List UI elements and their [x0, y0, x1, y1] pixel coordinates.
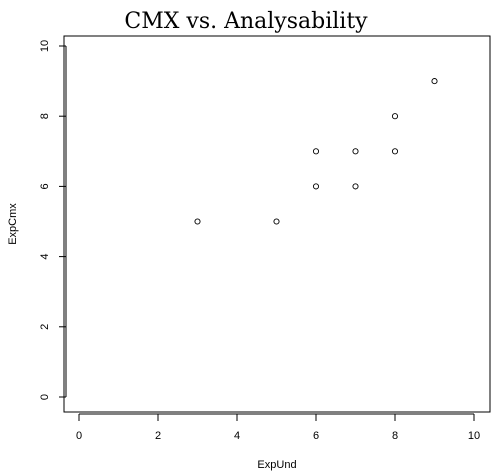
- y-tick-label: 6: [39, 183, 51, 189]
- x-tick-label: 4: [234, 430, 240, 442]
- x-tick-label: 10: [468, 430, 480, 442]
- y-tick-label: 8: [39, 113, 51, 119]
- data-point: [352, 148, 359, 155]
- y-tick-label: 0: [39, 394, 51, 400]
- x-axis: 0 2 4 6 8 10: [76, 413, 480, 442]
- data-point: [194, 218, 201, 225]
- y-tick-label: 4: [39, 254, 51, 260]
- data-point: [431, 78, 438, 85]
- x-tick-label: 2: [155, 430, 161, 442]
- data-point: [352, 183, 359, 190]
- data-point: [391, 113, 399, 120]
- plot-frame: [63, 35, 491, 413]
- y-axis: 0 2 4 6 8 10: [39, 40, 67, 400]
- x-tick-label: 8: [392, 430, 398, 442]
- y-tick-label: 2: [39, 324, 51, 330]
- data-point: [312, 183, 320, 190]
- x-axis-label: ExpUnd: [257, 459, 296, 471]
- y-axis-label: ExpCmx: [7, 203, 19, 245]
- data-point: [273, 218, 280, 225]
- x-tick-label: 6: [313, 430, 319, 442]
- data-points: [194, 78, 438, 225]
- data-point: [312, 148, 320, 155]
- y-tick-label: 10: [39, 40, 51, 52]
- x-tick-label: 0: [76, 430, 82, 442]
- data-point: [391, 148, 399, 155]
- chart-title: CMX vs. Analysability: [124, 9, 368, 34]
